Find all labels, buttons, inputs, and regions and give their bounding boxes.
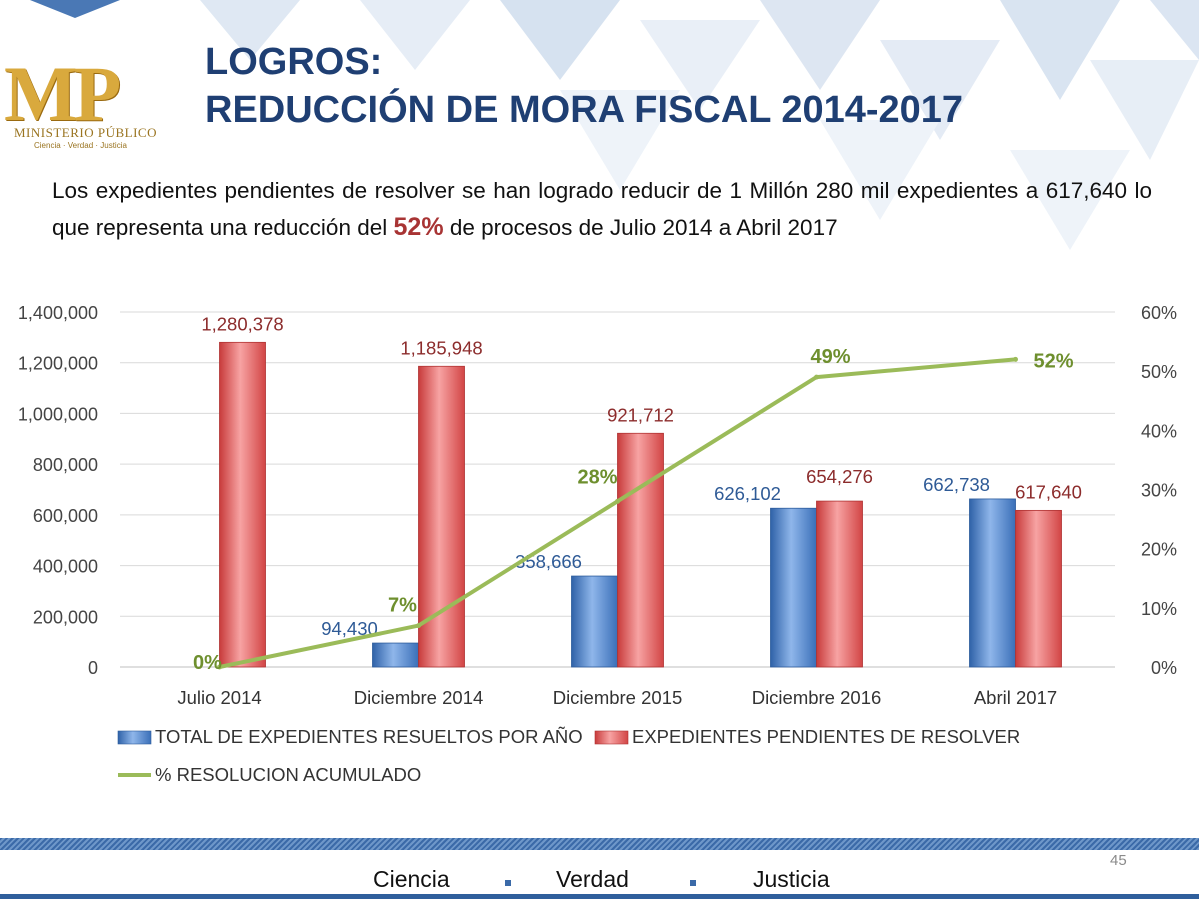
pending-bar: [816, 500, 863, 668]
motto-separator-dot: [690, 880, 696, 886]
y-tick-label: 1,200,000: [18, 354, 98, 374]
intro-text-after: de procesos de Julio 2014 a Abril 2017: [449, 215, 838, 240]
y2-tick-label: 30%: [1141, 481, 1177, 501]
resolved-bar: [969, 498, 1016, 668]
resolution-percent-point: [814, 374, 819, 380]
resolved-bar: [372, 642, 419, 668]
resolution-percent-label: 52%: [1033, 350, 1073, 372]
pending-data-label: 654,276: [806, 466, 873, 487]
x-tick-label: Julio 2014: [177, 687, 261, 708]
y-tick-label: 0: [88, 658, 98, 678]
resolution-percent-point: [416, 623, 421, 629]
mora-fiscal-chart: 0 200,000 400,000 600,000 800,000 1,000,000 1,…: [18, 303, 1177, 785]
intro-text-before: Los expedientes pendientes de resolver s…: [52, 178, 1152, 240]
x-tick-label: Diciembre 2015: [553, 687, 683, 708]
logo: MP MINISTERIO PÚBLICO Ciencia · Verdad ·…: [4, 55, 182, 155]
y2-tick-label: 40%: [1141, 421, 1177, 441]
resolution-percent-point: [217, 664, 222, 670]
y2-tick-label: 50%: [1141, 362, 1177, 382]
y-tick-label: 600,000: [33, 506, 98, 526]
y-tick-label: 1,000,000: [18, 404, 98, 424]
resolved-bar: [770, 507, 817, 668]
x-tick-label: Abril 2017: [974, 687, 1057, 708]
page-number: 45: [1110, 852, 1127, 869]
pending-bar: [617, 432, 664, 668]
background-decoration: [30, 0, 1199, 250]
footer-bottom-line: [0, 894, 1199, 899]
x-tick-label: Diciembre 2016: [752, 687, 882, 708]
logo-initials: MP: [4, 50, 121, 137]
pending-data-label: 1,185,948: [400, 337, 482, 358]
y-tick-label: 800,000: [33, 455, 98, 475]
legend-swatch-resolved: [117, 730, 152, 745]
resolved-data-label: 358,666: [515, 551, 582, 572]
resolution-percent-label: 7%: [388, 595, 417, 617]
legend-swatch-pending: [594, 730, 629, 745]
legend-label-percent: % RESOLUCION ACUMULADO: [155, 764, 421, 785]
intro-paragraph: Los expedientes pendientes de resolver s…: [52, 172, 1152, 246]
title-line-1: LOGROS:: [205, 41, 383, 83]
motto-justicia: Justicia: [753, 866, 830, 892]
pending-data-label: 617,640: [1015, 481, 1082, 502]
pending-bar: [219, 341, 266, 668]
footer-band: [0, 838, 1199, 850]
legend-label-pending: EXPEDIENTES PENDIENTES DE RESOLVER: [632, 726, 1020, 747]
resolution-percent-point: [1013, 356, 1018, 362]
motto-separator-dot: [505, 880, 511, 886]
resolved-data-label: 626,102: [714, 483, 781, 504]
pending-bar: [418, 365, 465, 668]
resolution-percent-label: 28%: [577, 466, 617, 488]
pending-data-label: 1,280,378: [201, 313, 283, 334]
resolved-bar: [571, 575, 618, 668]
x-tick-label: Diciembre 2014: [354, 687, 484, 708]
y2-tick-label: 0%: [1151, 658, 1177, 678]
y2-tick-label: 10%: [1141, 599, 1177, 619]
y2-tick-label: 60%: [1141, 303, 1177, 323]
pending-data-label: 921,712: [607, 404, 674, 425]
logo-name: MINISTERIO PÚBLICO: [14, 125, 157, 140]
y2-tick-label: 20%: [1141, 540, 1177, 560]
title-line-2: REDUCCIÓN DE MORA FISCAL 2014-2017: [205, 89, 964, 131]
intro-highlight-percent: 52%: [393, 213, 444, 241]
legend-label-resolved: TOTAL DE EXPEDIENTES RESUELTOS POR AÑO: [155, 726, 583, 747]
y-tick-label: 200,000: [33, 607, 98, 627]
resolved-data-label: 662,738: [923, 474, 990, 495]
resolution-percent-label: 0%: [193, 652, 222, 674]
logo-motto: Ciencia · Verdad · Justicia: [34, 141, 127, 150]
y-tick-label: 1,400,000: [18, 303, 98, 323]
page-title: LOGROS: REDUCCIÓN DE MORA FISCAL 2014-20…: [205, 38, 963, 134]
resolved-data-label: 94,430: [321, 618, 378, 639]
pending-bar: [1015, 509, 1062, 668]
motto-ciencia: Ciencia: [373, 866, 450, 892]
motto-verdad: Verdad: [556, 866, 629, 892]
resolution-percent-point: [615, 498, 620, 504]
resolution-percent-label: 49%: [810, 346, 850, 368]
y-tick-label: 400,000: [33, 557, 98, 577]
